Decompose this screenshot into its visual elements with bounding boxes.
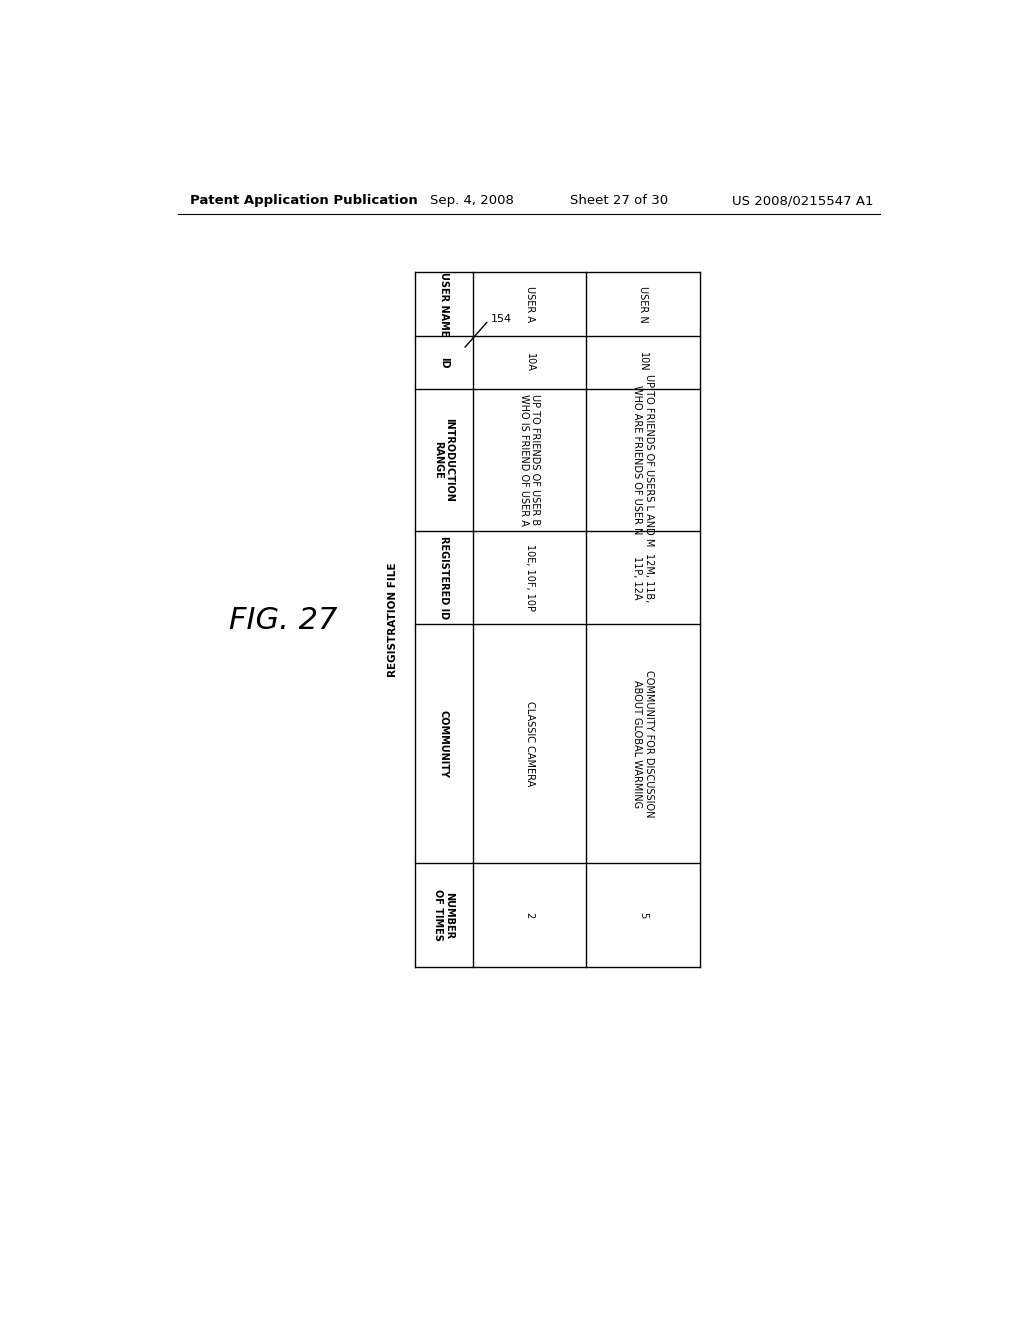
Text: 2: 2: [524, 912, 535, 919]
Text: REGISTERED ID: REGISTERED ID: [438, 536, 449, 619]
Text: NUMBER
OF TIMES: NUMBER OF TIMES: [433, 890, 455, 941]
Text: UP TO FRIENDS OF USERS L AND M
WHO ARE FRIENDS OF USER N: UP TO FRIENDS OF USERS L AND M WHO ARE F…: [633, 374, 654, 546]
Text: 12M, 11B,
11P, 12A: 12M, 11B, 11P, 12A: [633, 553, 654, 602]
Text: UP TO FRIENDS OF USER B
WHO IS FRIEND OF USER A: UP TO FRIENDS OF USER B WHO IS FRIEND OF…: [519, 393, 541, 525]
Text: Sheet 27 of 30: Sheet 27 of 30: [569, 194, 668, 207]
Text: 10A: 10A: [524, 352, 535, 372]
Text: US 2008/0215547 A1: US 2008/0215547 A1: [732, 194, 874, 207]
Text: FIG. 27: FIG. 27: [228, 606, 337, 635]
Text: USER A: USER A: [524, 286, 535, 322]
Text: USER N: USER N: [638, 286, 648, 322]
Text: Sep. 4, 2008: Sep. 4, 2008: [430, 194, 514, 207]
Text: 10N: 10N: [638, 352, 648, 372]
Text: COMMUNITY FOR DISCUSSION
ABOUT GLOBAL WARMING: COMMUNITY FOR DISCUSSION ABOUT GLOBAL WA…: [633, 671, 654, 817]
Text: 10E, 10F, 10P: 10E, 10F, 10P: [524, 544, 535, 611]
Text: REGISTRATION FILE: REGISTRATION FILE: [388, 562, 398, 677]
Text: ID: ID: [438, 356, 449, 368]
Text: CLASSIC CAMERA: CLASSIC CAMERA: [524, 701, 535, 787]
Text: 154: 154: [490, 314, 512, 323]
Text: COMMUNITY: COMMUNITY: [438, 710, 449, 777]
Text: 5: 5: [638, 912, 648, 919]
Text: Patent Application Publication: Patent Application Publication: [190, 194, 418, 207]
Text: USER NAME: USER NAME: [438, 272, 449, 337]
Text: INTRODUCTION
RANGE: INTRODUCTION RANGE: [433, 418, 455, 502]
